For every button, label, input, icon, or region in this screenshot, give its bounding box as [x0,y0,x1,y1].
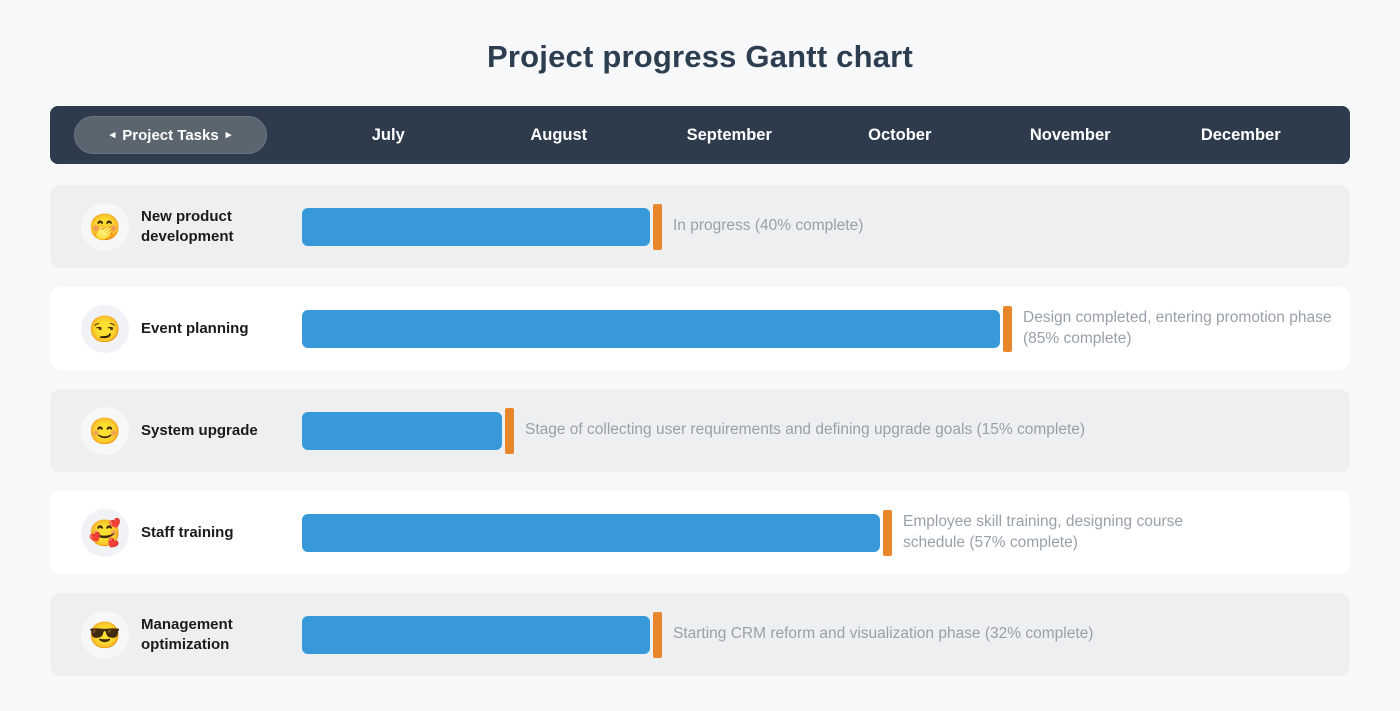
timeline-header-bar: ◂ Project Tasks ▸ July August September … [50,106,1350,164]
progress-bar [302,411,502,450]
task-label: Staff training [141,523,234,541]
winking-face-with-hearts-emoji: 🥰 [81,508,129,557]
month-label-october: October [868,125,932,144]
task-row: 😊 System upgrade Stage of collecting use… [50,389,1350,472]
progress-bar-end-cap [653,203,662,250]
month-label-december: December [1200,125,1281,144]
smiling-face-emoji: 😊 [81,406,129,455]
month-label-august: August [530,125,588,144]
status-text: Design completed, entering promotion pha… [1023,308,1332,347]
month-label-july: July [371,125,405,144]
task-label: System upgrade [141,421,258,439]
progress-bar [302,207,650,246]
task-row: 🤭 New product development In progress (4… [50,185,1350,268]
project-tasks-button-label: Project Tasks [122,126,219,144]
timeline-zone: Employee skill training, designing cours… [302,509,1350,556]
task-label: Event planning [141,319,249,337]
task-label: Management optimization [141,616,233,653]
timeline-zone: Starting CRM reform and visualization ph… [302,611,1350,658]
month-label-september: September [686,125,772,144]
chevron-right-icon[interactable]: ▸ [225,128,232,141]
page-title: Project progress Gantt chart [487,39,913,74]
task-row: 😏 Event planning Design completed, enter… [50,287,1350,370]
gantt-page: Project progress Gantt chart ◂ Project T… [50,39,1350,676]
timeline-zone: Stage of collecting user requirements an… [302,407,1350,454]
progress-bar-end-cap [653,611,662,658]
progress-bar-end-cap [1003,305,1012,352]
progress-bar [302,615,650,654]
task-row: 😎 Management optimization Starting CRM r… [50,593,1350,676]
progress-bar-end-cap [883,509,892,556]
progress-bar [302,309,1000,348]
sunglasses-face-emoji: 😎 [81,610,129,659]
chevron-left-icon[interactable]: ◂ [109,128,116,141]
status-text: Stage of collecting user requirements an… [525,421,1086,439]
progress-bar [302,513,880,552]
task-label: New product development [141,208,234,245]
task-row: 🥰 Staff training Employee skill training… [50,491,1350,574]
smirking-face-with-beret-emoji: 😏 [81,304,129,353]
status-text: Starting CRM reform and visualization ph… [673,625,1094,643]
status-text: In progress (40% complete) [673,217,864,235]
task-rows: 🤭 New product development In progress (4… [50,185,1350,676]
month-label-november: November [1029,125,1111,144]
giggling-face-emoji: 🤭 [81,202,129,251]
timeline-zone: Design completed, entering promotion pha… [302,305,1350,352]
project-tasks-button[interactable]: ◂ Project Tasks ▸ [74,116,267,154]
status-text: Employee skill training, designing cours… [903,512,1184,551]
progress-bar-end-cap [505,407,514,454]
timeline-zone: In progress (40% complete) [302,203,1350,250]
month-labels: July August September October November D… [303,126,1326,145]
